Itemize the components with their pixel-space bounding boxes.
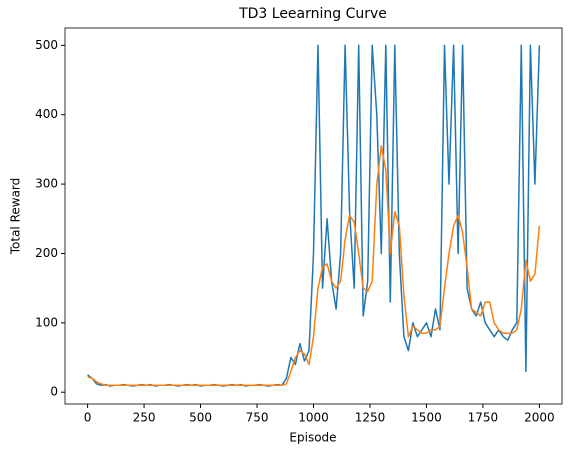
x-tick-label: 1000 [298, 411, 329, 425]
x-tick-label: 1500 [411, 411, 442, 425]
y-tick-label: 200 [35, 246, 58, 260]
x-tick-label: 1250 [355, 411, 386, 425]
y-tick-label: 100 [35, 315, 58, 329]
x-tick-label: 2000 [524, 411, 555, 425]
chart-title: TD3 Leearning Curve [238, 6, 387, 22]
y-axis-label: Total Reward [9, 178, 23, 256]
x-axis-label: Episode [289, 431, 336, 445]
x-tick-label: 250 [133, 411, 156, 425]
y-tick-label: 500 [35, 38, 58, 52]
series-line [87, 145, 541, 387]
x-tick-label: 500 [189, 411, 212, 425]
y-tick-label: 300 [35, 177, 58, 191]
x-tick-label: 0 [84, 411, 92, 425]
y-tick-label: 0 [50, 385, 58, 399]
plot-frame [64, 27, 563, 405]
x-tick-label: 750 [246, 411, 269, 425]
x-tick-label: 1750 [468, 411, 499, 425]
y-tick-label: 400 [35, 107, 58, 121]
